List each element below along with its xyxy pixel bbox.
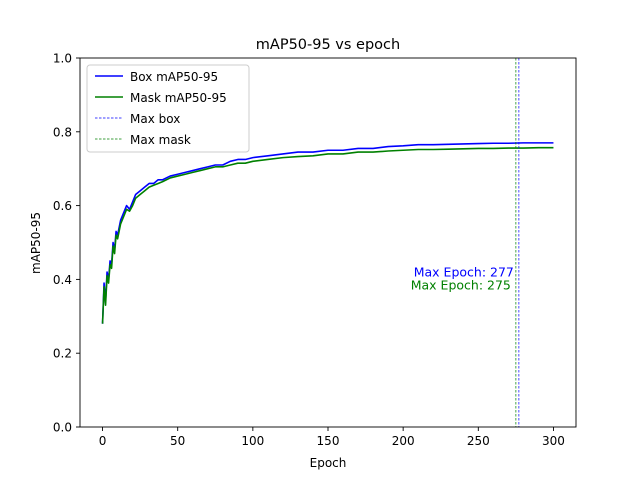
- plot-area: [101, 58, 554, 427]
- legend: Box mAP50-95 Mask mAP50-95 Max box Max m…: [86, 64, 250, 153]
- y-tick-label: 0.8: [53, 125, 72, 139]
- y-axis-label: mAP50-95: [29, 212, 43, 274]
- x-tick-label: 0: [99, 434, 107, 448]
- legend-label-mask: Mask mAP50-95: [130, 91, 227, 105]
- x-tick-label: 200: [392, 434, 415, 448]
- y-tick-label: 0.4: [53, 273, 72, 287]
- y-tick-label: 1.0: [53, 52, 72, 66]
- x-tick-label: 250: [467, 434, 490, 448]
- max-epoch-annotation-0: Max Epoch: 277: [414, 265, 514, 280]
- vline-layer: [515, 58, 520, 427]
- y-tick-label: 0.6: [53, 199, 72, 213]
- series-layer: [101, 142, 554, 324]
- x-tick-label: 50: [170, 434, 185, 448]
- legend-label-max-mask: Max mask: [130, 133, 191, 147]
- x-axis-label: Epoch: [310, 456, 347, 470]
- max-epoch-annotation-1: Max Epoch: 275: [411, 277, 511, 292]
- y-axis-ticks: 0.0 0.2 0.4 0.6 0.8 1.0: [53, 52, 80, 435]
- y-tick-label: 0.0: [53, 421, 72, 435]
- legend-label-max-box: Max box: [130, 112, 180, 126]
- x-tick-label: 300: [542, 434, 565, 448]
- x-tick-label: 100: [241, 434, 264, 448]
- y-tick-label: 0.2: [53, 347, 72, 361]
- series-line-1: [101, 146, 554, 324]
- series-line-0: [101, 142, 554, 324]
- x-tick-label: 150: [317, 434, 340, 448]
- legend-label-box: Box mAP50-95: [130, 70, 218, 84]
- legend-box: [86, 64, 250, 153]
- x-axis-ticks: 0 50 100 150 200 250 300: [99, 427, 565, 448]
- chart-title: mAP50-95 vs epoch: [256, 37, 400, 53]
